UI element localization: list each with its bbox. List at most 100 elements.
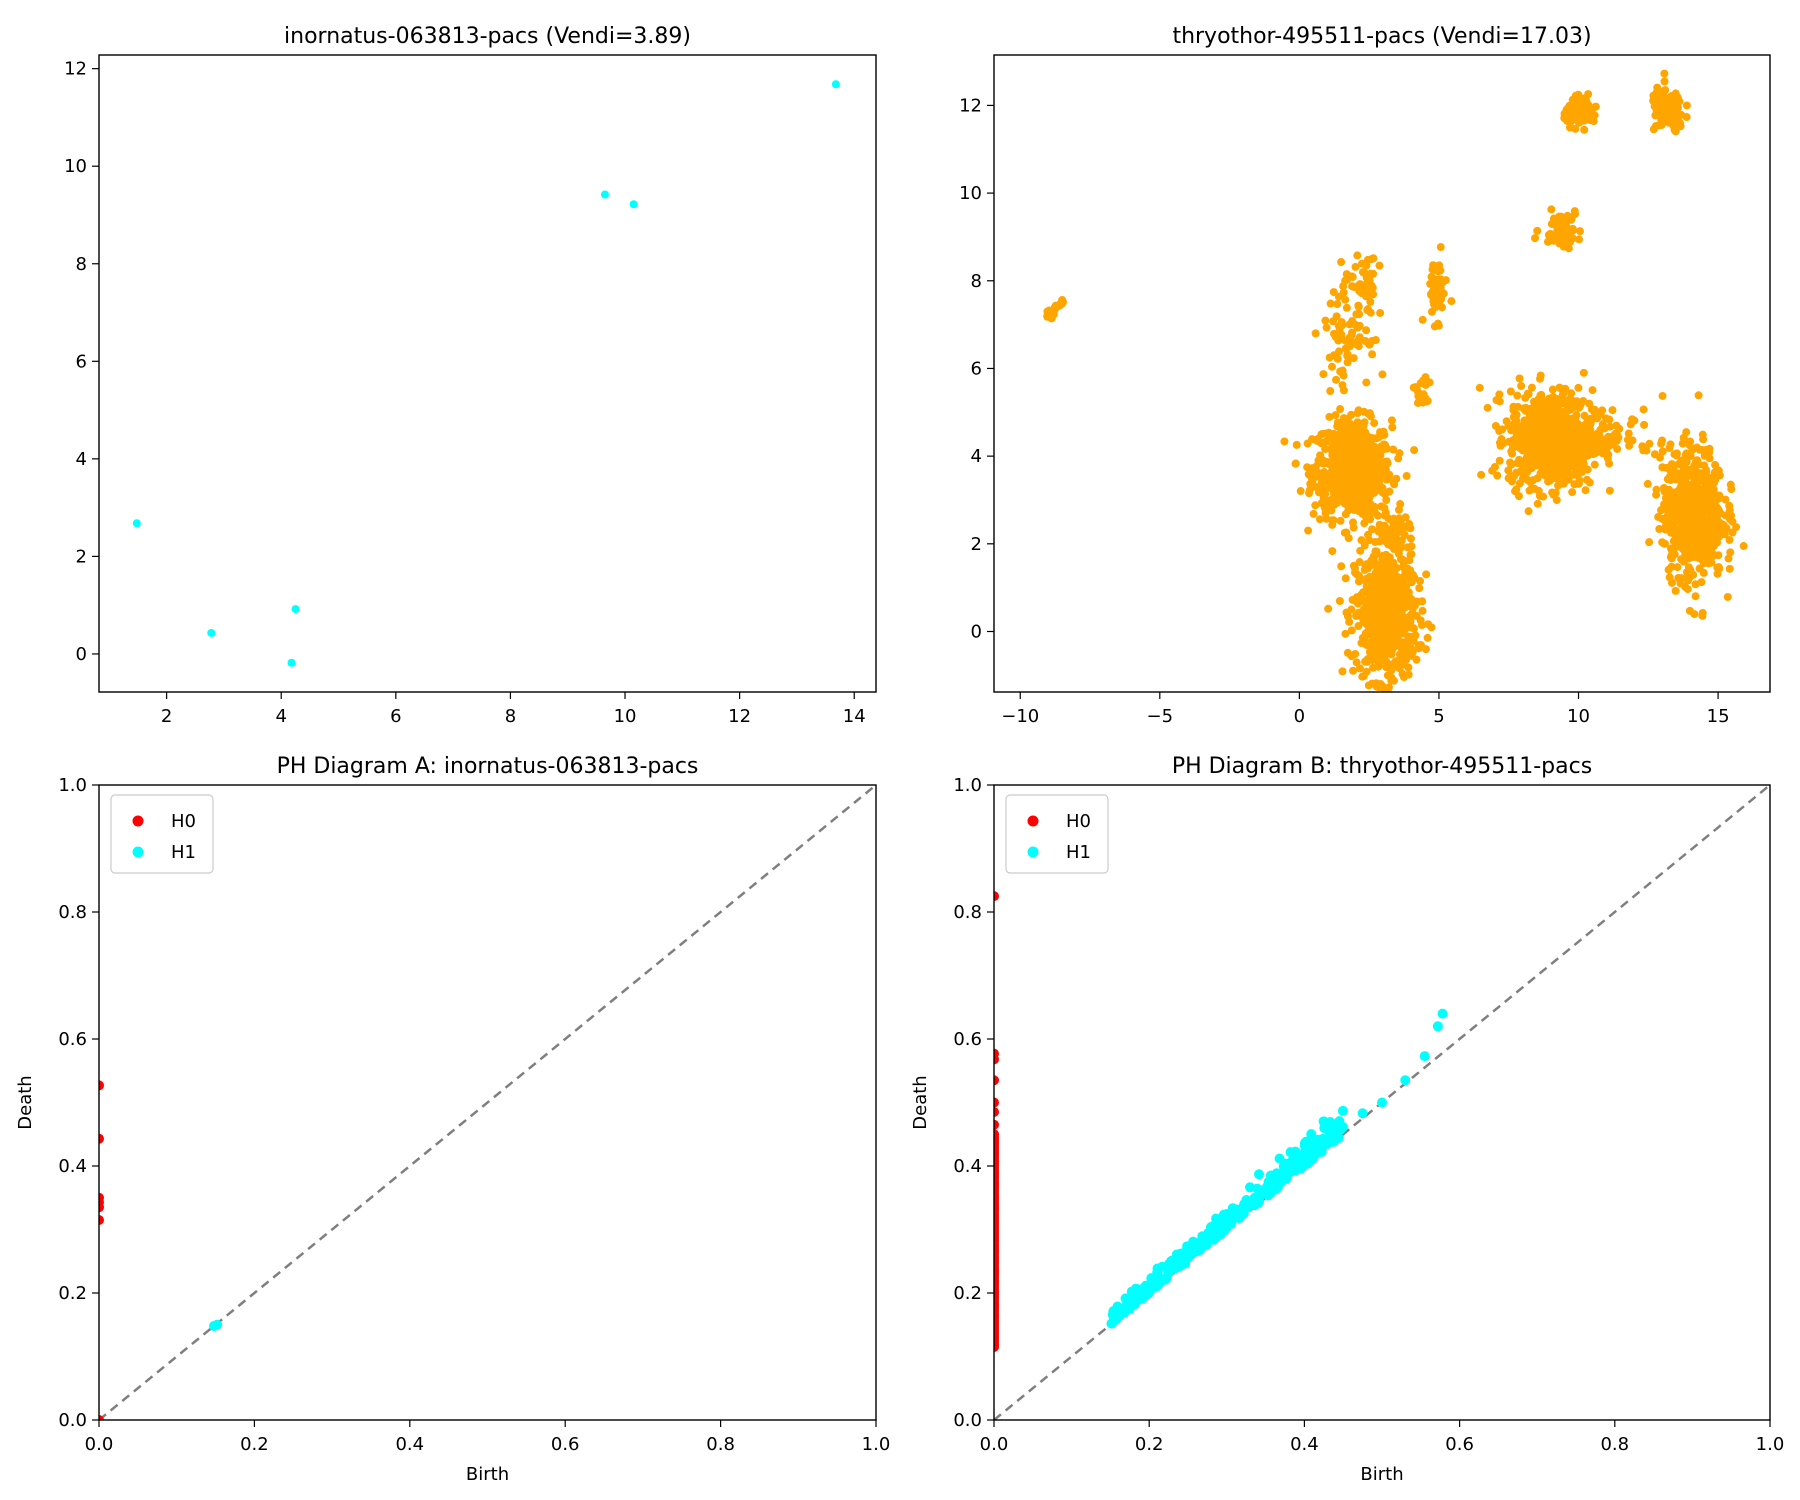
x-tick-label: 0.2: [1135, 1434, 1164, 1455]
scatter-point: [1325, 353, 1334, 362]
scatter-point: [1421, 397, 1430, 406]
scatter-point: [600, 190, 609, 199]
scatter-point: [1355, 322, 1364, 331]
ph-a-ylabel: Death: [15, 1075, 36, 1129]
scatter-point: [1698, 446, 1707, 455]
point-h1: [1337, 1105, 1348, 1116]
y-tick-label: 10: [64, 156, 87, 177]
scatter-point: [1521, 406, 1530, 415]
scatter-point: [1418, 315, 1427, 324]
scatter-point: [1594, 433, 1603, 442]
scatter-point: [1311, 329, 1320, 338]
scatter-point: [1689, 552, 1698, 561]
scatter-point: [1495, 397, 1504, 406]
scatter-point: [1375, 261, 1384, 270]
scatter-point: [1360, 519, 1369, 528]
scatter-point: [1580, 125, 1589, 134]
scatter-point: [1333, 330, 1342, 339]
scatter-point: [1366, 297, 1375, 306]
scatter-point: [1396, 544, 1405, 553]
scatter-point: [1327, 362, 1336, 371]
scatter-point: [1354, 302, 1363, 311]
scatter-point: [1564, 244, 1573, 253]
y-tick-label: 2: [76, 546, 87, 567]
scatter-point: [1372, 547, 1381, 556]
plot-area: [1043, 69, 1748, 714]
scatter-point: [1321, 316, 1330, 325]
scatter-point: [1356, 546, 1365, 555]
point-h1: [1215, 1216, 1226, 1227]
y-tick-label: 2: [971, 534, 982, 555]
scatter-point: [1408, 570, 1417, 579]
scatter-point: [1387, 526, 1396, 535]
y-tick-label: 0.2: [58, 1283, 87, 1304]
scatter-point: [1536, 374, 1545, 383]
scatter-point: [1565, 425, 1574, 434]
scatter-point: [1502, 417, 1511, 426]
scatter-point: [1357, 595, 1366, 604]
scatter-point: [1404, 663, 1413, 672]
scatter-point: [1389, 676, 1398, 685]
scatter-point: [1342, 608, 1351, 617]
scatter-point: [1360, 407, 1369, 416]
scatter-point: [1373, 511, 1382, 520]
point-h1: [1274, 1153, 1285, 1164]
scatter-point: [1656, 99, 1665, 108]
scatter-point: [1376, 679, 1385, 688]
scatter-point: [1675, 498, 1684, 507]
ph-b-ylabel: Death: [910, 1075, 931, 1129]
scatter-point: [1652, 490, 1661, 499]
scatter-point: [1352, 426, 1361, 435]
y-tick-label: 12: [959, 95, 982, 116]
scatter-point: [1355, 558, 1364, 567]
scatter-point: [1540, 461, 1549, 470]
scatter-point: [1505, 437, 1514, 446]
scatter-point: [1682, 101, 1691, 110]
scatter-point: [1406, 623, 1415, 632]
scatter-point: [1383, 459, 1392, 468]
scatter-point: [1319, 370, 1328, 379]
scatter-point: [1691, 542, 1700, 551]
scatter-point: [1573, 114, 1582, 123]
scatter-point: [1371, 464, 1380, 473]
scatter-point: [1524, 390, 1533, 399]
scatter-point: [1436, 275, 1445, 284]
scatter-point: [1694, 460, 1703, 469]
scatter-point: [1353, 479, 1362, 488]
scatter-point: [1679, 511, 1688, 520]
scatter-point: [1605, 486, 1614, 495]
scatter-point: [1548, 385, 1557, 394]
scatter-point: [1645, 538, 1654, 547]
scatter-point: [1555, 427, 1564, 436]
scatter-point: [1346, 337, 1355, 346]
scatter-point: [1369, 473, 1378, 482]
point-h1: [1136, 1288, 1147, 1299]
scatter-point: [1362, 286, 1371, 295]
point-h1: [1432, 1021, 1443, 1032]
legend-marker: [132, 846, 144, 858]
scatter-point: [1366, 515, 1375, 524]
scatter-point: [1387, 416, 1396, 425]
scatter-point: [1671, 586, 1680, 595]
scatter-point: [1362, 706, 1370, 714]
scatter-point: [1512, 410, 1521, 419]
scatter-point: [1725, 501, 1734, 510]
scatter-point: [1343, 350, 1352, 359]
scatter-point: [1574, 383, 1583, 392]
scatter-point: [1382, 640, 1391, 649]
scatter-point: [1385, 487, 1394, 496]
scatter-point: [1390, 569, 1399, 578]
scatter-point: [1336, 405, 1345, 414]
scatter-point: [1346, 420, 1355, 429]
scatter-point: [1590, 111, 1599, 120]
point-h1: [1124, 1304, 1135, 1315]
x-tick-label: −5: [1147, 706, 1174, 727]
scatter-point: [1563, 433, 1572, 442]
y-tick-label: 0.4: [953, 1156, 982, 1177]
scatter-point: [1726, 480, 1735, 489]
scatter-point: [1673, 93, 1682, 102]
scatter-point: [1338, 457, 1347, 466]
scatter-point: [1317, 430, 1326, 439]
